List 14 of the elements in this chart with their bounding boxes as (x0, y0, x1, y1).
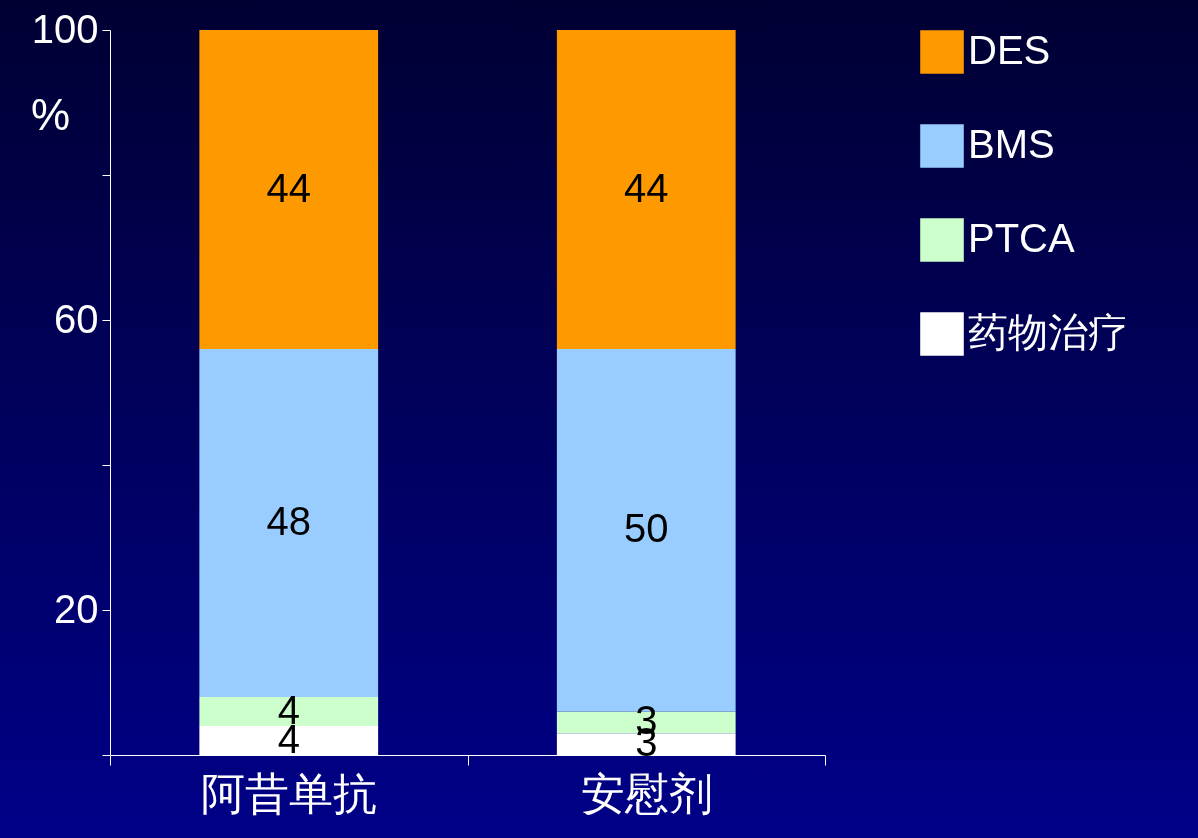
y-tick-label: 100 (31, 6, 99, 51)
legend-label: BMS (968, 122, 1055, 166)
data-label: 44 (624, 165, 669, 210)
y-tick-label: 20 (54, 586, 99, 631)
x-tick-label: 阿昔单抗 (201, 768, 378, 818)
x-tick-label: 安慰剂 (580, 768, 713, 818)
legend-label: PTCA (968, 216, 1075, 260)
data-label: 48 (266, 499, 311, 543)
data-label: 50 (624, 506, 669, 551)
legend-label: 药物治疗 (968, 310, 1128, 354)
y-tick-label: 60 (54, 296, 99, 341)
legend-label: DES (968, 28, 1051, 72)
data-label: 44 (266, 165, 311, 210)
y-axis-title: % (30, 89, 71, 139)
